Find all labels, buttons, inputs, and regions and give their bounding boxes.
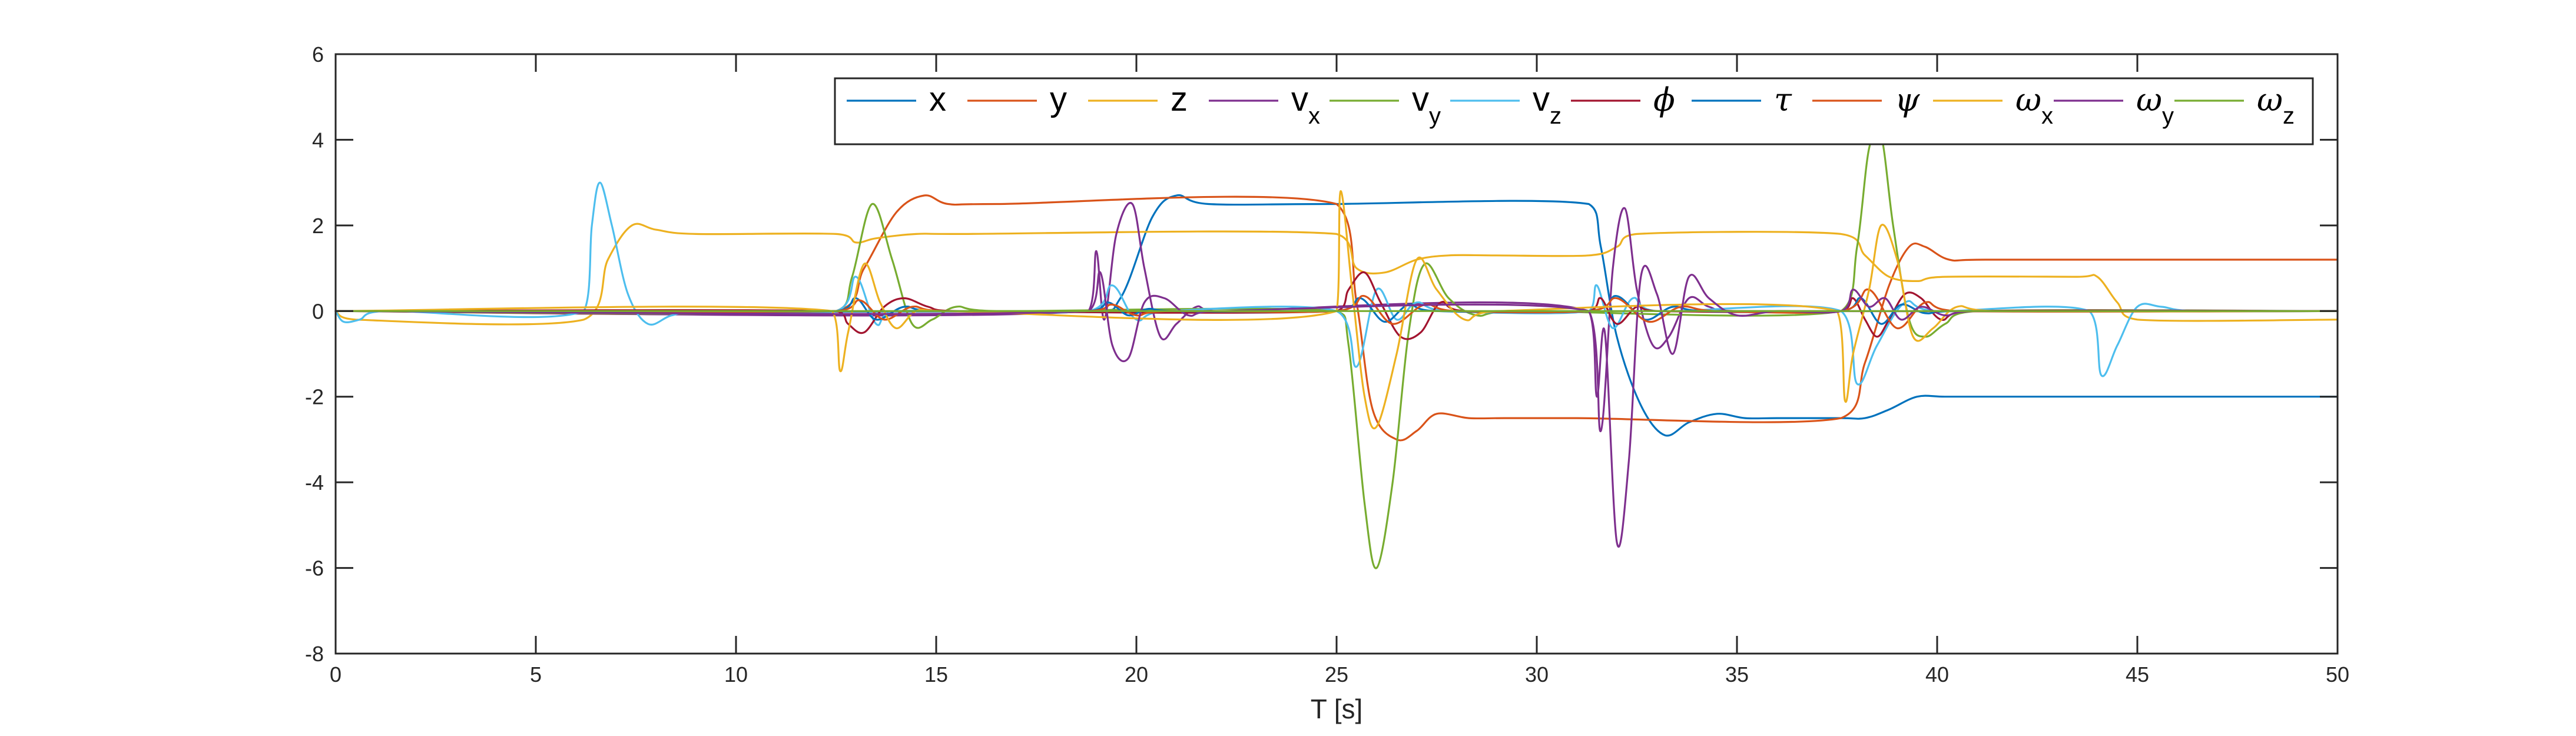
x-tick-label: 5 — [530, 662, 542, 687]
x-tick-label: 0 — [330, 662, 342, 687]
plot-area — [336, 54, 2338, 654]
y-tick-label: -2 — [305, 385, 324, 409]
x-tick-label: 50 — [2326, 662, 2349, 687]
series-line-omega-y — [334, 265, 2339, 548]
legend-label: ψ — [1895, 81, 1920, 118]
x-tick-label: 15 — [924, 662, 948, 687]
y-tick-label: -6 — [305, 556, 324, 581]
x-tick-label: 25 — [1325, 662, 1348, 687]
x-tick-label: 45 — [2126, 662, 2149, 687]
series-line-y — [334, 194, 2339, 442]
series-line-z — [334, 223, 2339, 326]
x-tick-label: 40 — [1925, 662, 1949, 687]
series-line-omega-x — [334, 190, 2339, 429]
legend: x y z vx vy vz ϕ τ ψ ωx ωy ωz — [834, 77, 2314, 145]
y-tick-label: -8 — [305, 642, 324, 666]
y-tick-label: 0 — [312, 299, 324, 323]
ticks-layer: 0 5 10 15 20 25 30 35 40 45 50 -8 -6 -4 -2 0 2 4 6 — [305, 42, 2349, 687]
series-line-tau — [334, 295, 2339, 325]
legend-label: ωy — [2136, 81, 2174, 129]
x-axis-label: T [s] — [1311, 694, 1363, 724]
legend-label: ϕ — [1653, 81, 1675, 118]
legend-label: x — [929, 80, 946, 118]
x-tick-label: 35 — [1725, 662, 1749, 687]
y-tick-label: 6 — [312, 42, 324, 67]
legend-label: ωx — [2015, 81, 2053, 129]
series-line-psi — [334, 288, 2339, 330]
x-tick-label: 30 — [1525, 662, 1549, 687]
series-line-v-y — [334, 128, 2339, 569]
legend-label: ωz — [2257, 81, 2295, 129]
legend-box — [834, 77, 2314, 145]
series-layer — [334, 128, 2339, 569]
legend-label: vy — [1412, 80, 1441, 129]
y-tick-label: 4 — [312, 128, 324, 152]
legend-label: vz — [1533, 80, 1561, 129]
y-tick-label: 2 — [312, 214, 324, 238]
legend-label: y — [1050, 80, 1067, 118]
legend-label: z — [1171, 80, 1188, 118]
x-tick-label: 10 — [724, 662, 748, 687]
legend-label: τ — [1774, 81, 1792, 118]
x-tick-label: 20 — [1125, 662, 1148, 687]
y-tick-label: -4 — [305, 470, 324, 495]
legend-label: vx — [1291, 80, 1320, 129]
